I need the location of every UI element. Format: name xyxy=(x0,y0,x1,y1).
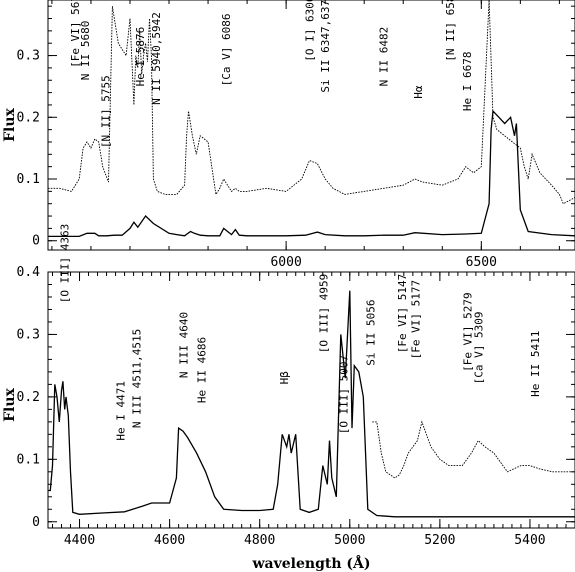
top-solid-spectrum-line xyxy=(48,109,575,238)
top-y-axis-title: Flux xyxy=(2,107,18,141)
top-dotted-spectrum-line xyxy=(48,0,575,205)
bottom-y-tick-label: 0.2 xyxy=(17,390,40,405)
top-y-tick-label: 0.3 xyxy=(17,49,40,64)
bottom-emission-line-label: He I 4471 xyxy=(115,381,128,441)
top-x-tick-label: 6500 xyxy=(466,255,497,270)
bottom-emission-line-label: [O III] 4959 xyxy=(317,274,330,353)
bottom-emission-line-label: [Fe VI] 5177 xyxy=(410,280,423,359)
top-x-tick-label: 6000 xyxy=(270,255,301,270)
top-emission-line-label: [O I] 6300 [S III] xyxy=(304,0,317,62)
top-emission-line-label: N II 6482 xyxy=(378,27,391,87)
bottom-emission-line-label: [O III] 5007 xyxy=(338,355,351,434)
bottom-x-tick-label: 4800 xyxy=(244,533,275,548)
bottom-emission-line-label: [O III] 4363 xyxy=(58,224,71,303)
bottom-y-tick-label: 0.3 xyxy=(17,327,40,342)
top-emission-line-label: N II 5680 xyxy=(79,21,92,81)
top-emission-line-label: [N II] 5755 xyxy=(100,75,113,148)
top-y-tick-label: 0.2 xyxy=(17,110,40,125)
bottom-y-tick-label: 0 xyxy=(32,515,40,530)
top-plot-frame xyxy=(47,0,575,251)
top-y-tick-label: 0 xyxy=(32,234,40,249)
bottom-x-tick-label: 5000 xyxy=(334,533,365,548)
bottom-y-tick-label: 0.1 xyxy=(17,452,40,467)
top-emission-line-label: Hα xyxy=(412,85,425,99)
bottom-x-axis-title: wavelength (Å) xyxy=(252,554,371,572)
top-y-tick-label: 0.1 xyxy=(17,172,40,187)
top-emission-line-label: He I 5876 xyxy=(134,27,147,87)
bottom-emission-line-label: N III 4640 xyxy=(178,312,191,378)
bottom-emission-line-label: N III 4511,4515 xyxy=(130,329,143,428)
bottom-x-tick-label: 4400 xyxy=(64,533,95,548)
bottom-emission-line-label: [Fe VI] 5147 xyxy=(396,274,409,353)
bottom-y-axis-title: Flux xyxy=(2,387,18,421)
bottom-y-tick-label: 0.4 xyxy=(17,265,41,280)
bottom-plot-frame xyxy=(47,271,575,529)
bottom-solid-spectrum-line xyxy=(48,290,575,518)
top-emission-line-label: [N II] 6584 xyxy=(444,0,457,62)
bottom-dotted-spectrum-line xyxy=(372,420,575,479)
bottom-panel: 4400 4600 4800 5000 5200 5400 0 0.1 0.2 0.3 0.4 Flu… xyxy=(2,224,575,572)
bottom-emission-line-label: Hβ xyxy=(278,371,291,385)
bottom-emission-line-label: [Ca V] 5309 xyxy=(473,312,486,385)
top-emission-line-label: [Ca V] 6086 xyxy=(220,14,233,87)
bottom-x-tick-label: 5400 xyxy=(514,533,545,548)
bottom-emission-line-label: [Fe VI] 5279 xyxy=(461,292,474,371)
top-emission-line-label: He I 6678 xyxy=(461,51,474,111)
bottom-x-tick-label: 4600 xyxy=(154,533,185,548)
top-emission-line-label: [Fe VI] 5678 xyxy=(69,0,82,68)
bottom-emission-line-label: He II 4686 xyxy=(196,337,209,403)
top-emission-line-label: N II 5940,5942 xyxy=(150,12,163,105)
top-emission-line-label: Si II 6347,6371 xyxy=(319,0,332,93)
bottom-x-tick-label: 5200 xyxy=(424,533,455,548)
bottom-emission-line-label: Si II 5056 xyxy=(365,299,378,365)
bottom-emission-line-label: He II 5411 xyxy=(529,331,542,397)
